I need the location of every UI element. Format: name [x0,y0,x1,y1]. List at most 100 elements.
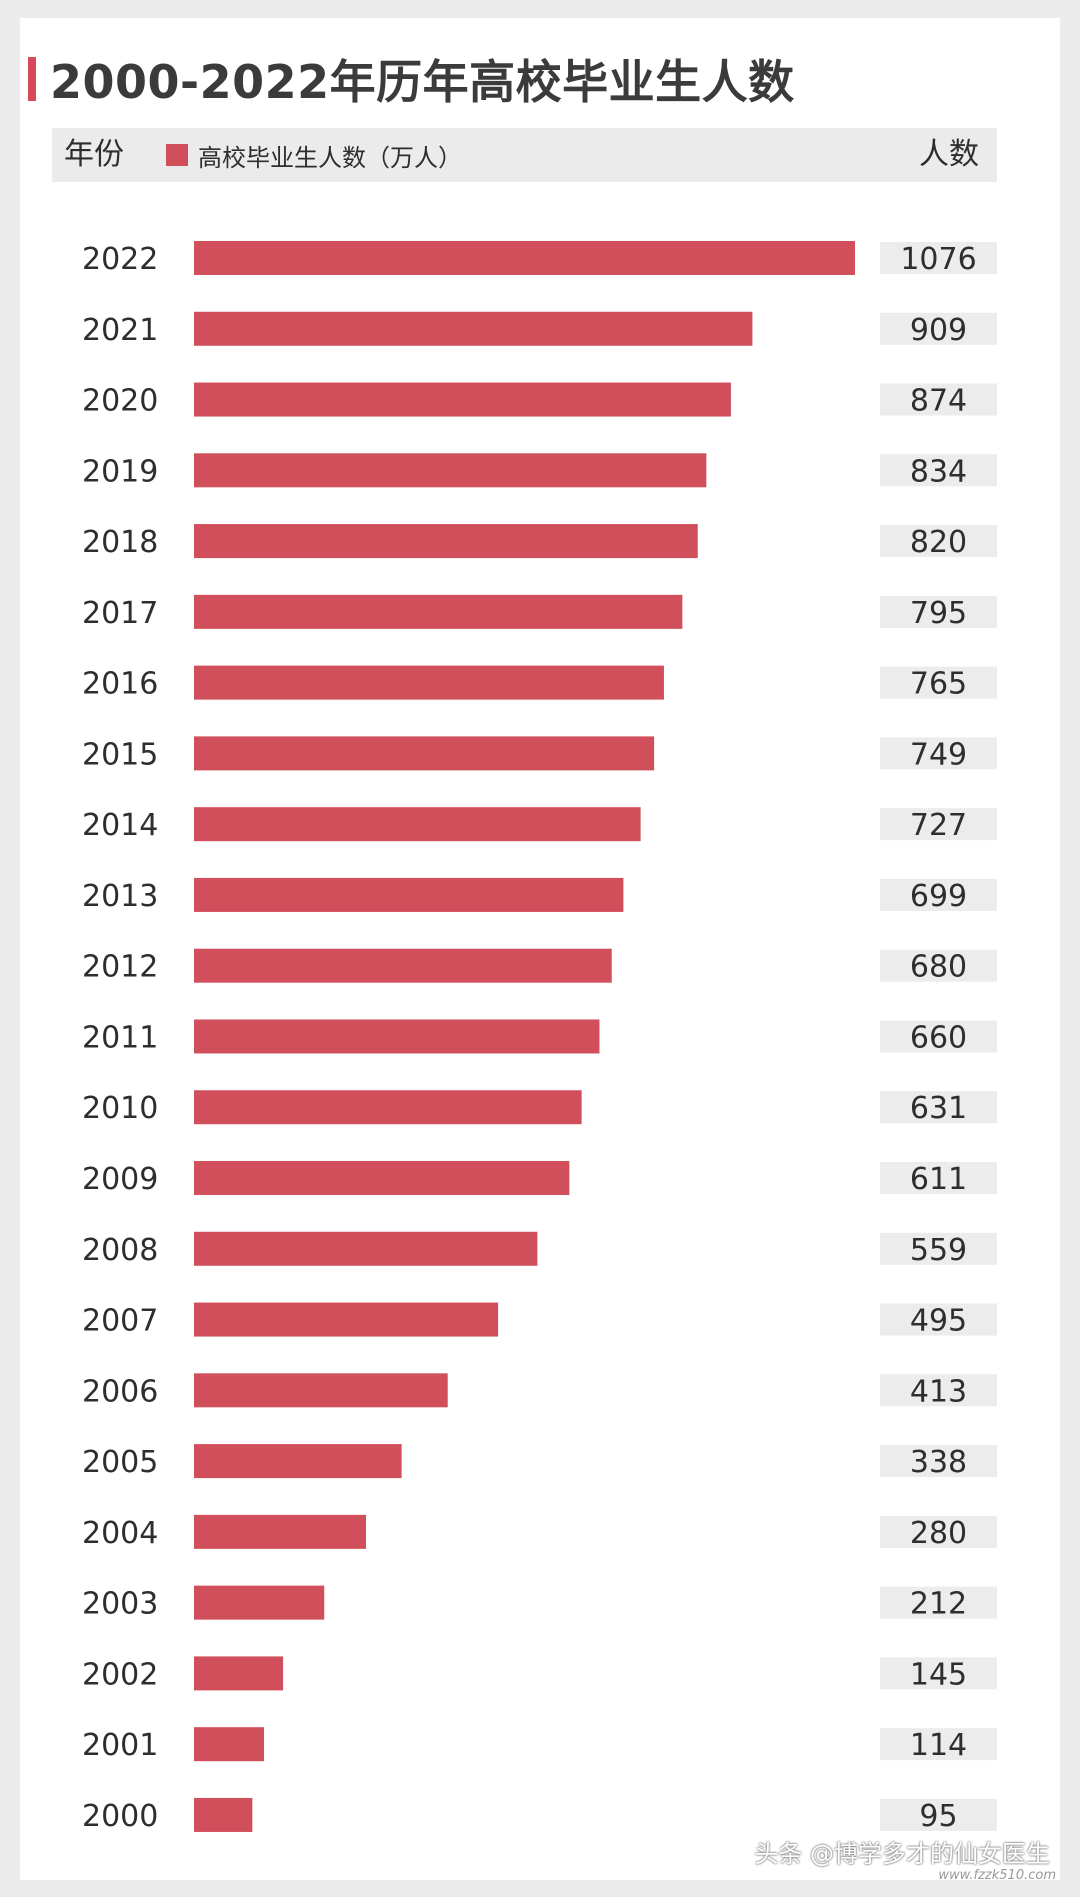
year-label: 2009 [82,1162,158,1197]
value-label: 874 [910,384,967,419]
year-label: 2022 [82,242,158,277]
value-label: 834 [910,454,967,489]
bar [194,1656,284,1691]
value-label: 680 [910,950,967,985]
value-box [880,737,997,770]
year-label: 2016 [82,667,158,702]
year-label: 2000 [82,1799,158,1834]
year-label: 2011 [82,1020,158,1055]
value-box [880,878,997,911]
value-label: 145 [910,1657,967,1692]
bar [194,1231,538,1266]
year-label: 2001 [82,1728,158,1763]
value-box [880,242,997,274]
chart-title: 2000-2022年历年高校毕业生人数 [50,55,795,109]
bar [194,1161,570,1196]
value-box [880,1374,997,1407]
bar [194,1727,265,1762]
table-header: 年份 高校毕业生人数（万人） 人数 [52,128,997,182]
bar [194,1797,253,1832]
bar [194,736,655,771]
value-box [880,808,997,841]
value-box [880,595,997,628]
year-label: 2002 [82,1657,158,1692]
bar [194,524,698,559]
bar [194,382,731,417]
value-label: 820 [910,525,967,560]
bar [194,1514,367,1549]
bar [194,311,753,346]
title-row: 2000-2022年历年高校毕业生人数 [28,44,795,114]
value-label: 280 [910,1516,967,1551]
year-label: 2020 [82,384,158,419]
value-label: 338 [910,1445,967,1480]
value-label: 749 [910,737,967,772]
value-label: 727 [910,808,967,843]
value-label: 631 [910,1091,967,1126]
value-label: 699 [910,879,967,914]
bar [194,1302,499,1337]
year-label: 2018 [82,525,158,560]
legend-label: 高校毕业生人数（万人） [198,143,462,172]
legend-swatch [166,144,188,166]
value-box [880,666,997,699]
title-accent-bar [28,57,36,101]
year-label: 2015 [82,737,158,772]
value-box [880,1728,997,1761]
legend: 高校毕业生人数（万人） [166,128,462,182]
bar [194,241,855,275]
watermark-author: 头条 @博学多才的仙女医生 [754,1840,1050,1868]
value-label: 1076 [900,242,976,277]
year-label: 2021 [82,313,158,348]
value-label: 495 [910,1304,967,1339]
value-box [880,1091,997,1124]
bar [194,948,612,983]
year-label: 2004 [82,1516,158,1551]
value-box [880,1020,997,1053]
value-box [880,1798,997,1831]
bar [194,1019,600,1054]
year-label: 2006 [82,1374,158,1409]
value-box [880,1162,997,1195]
value-box [880,1515,997,1548]
value-label: 660 [910,1020,967,1055]
year-label: 2012 [82,950,158,985]
value-label: 795 [910,596,967,631]
value-label: 611 [910,1162,967,1197]
bar [194,1373,448,1408]
year-label: 2005 [82,1445,158,1480]
year-label: 2010 [82,1091,158,1126]
value-box [880,525,997,558]
value-label: 559 [910,1233,967,1268]
year-label: 2007 [82,1304,158,1339]
year-label: 2019 [82,454,158,489]
value-box [880,949,997,982]
value-label: 212 [910,1587,967,1622]
year-column-header: 年份 [64,137,124,172]
bar [194,453,707,488]
value-label: 909 [910,313,967,348]
value-box [880,1445,997,1478]
value-label: 114 [910,1728,967,1763]
bar [194,594,683,629]
value-label: 765 [910,667,967,702]
year-label: 2003 [82,1587,158,1622]
year-label: 2008 [82,1233,158,1268]
year-label: 2013 [82,879,158,914]
value-label: 413 [910,1374,967,1409]
value-box [880,1657,997,1690]
year-label: 2017 [82,596,158,631]
value-box [880,383,997,416]
bar [194,1585,325,1620]
value-label: 95 [919,1799,957,1834]
value-box [880,1586,997,1619]
watermark-site: www.fzzk510.com [938,1868,1056,1883]
bar [194,1444,402,1479]
bar [194,877,624,912]
bar [194,1090,582,1125]
value-box [880,1303,997,1336]
value-box [880,1232,997,1265]
value-box [880,454,997,487]
count-column-header: 人数 [919,137,979,172]
bar [194,665,664,700]
